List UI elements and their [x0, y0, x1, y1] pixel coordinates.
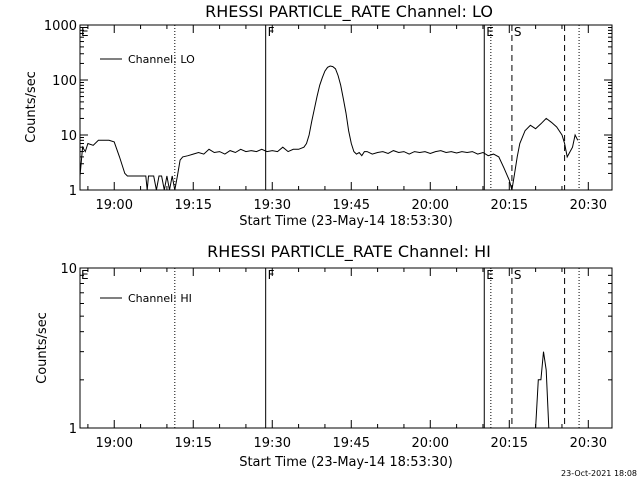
- y-tick-label: 1: [69, 184, 77, 199]
- x-tick-label: 19:15: [175, 198, 212, 213]
- y-tick-label: 1000: [44, 19, 77, 34]
- panel-hi-yaxis: 1 10: [60, 262, 612, 437]
- event-marker-label: E: [81, 25, 89, 39]
- event-marker-label: E: [486, 268, 494, 282]
- panel-hi-title: RHESSI PARTICLE_RATE Channel: HI: [207, 242, 491, 262]
- y-tick-label: 1: [69, 422, 77, 437]
- panel-lo-markers: F E SE: [81, 25, 580, 190]
- panel-lo: RHESSI PARTICLE_RATE Channel: LO 19:00 19…: [24, 2, 613, 229]
- x-tick-label: 19:30: [254, 436, 291, 451]
- panel-hi: RHESSI PARTICLE_RATE Channel: HI 19:00 19…: [35, 242, 613, 470]
- event-marker-label: S: [514, 25, 522, 39]
- panel-hi-markers: F E SE: [81, 268, 580, 428]
- event-marker-label: E: [486, 25, 494, 39]
- panel-hi-plot-frame: [79, 267, 613, 429]
- panel-lo-xaxis: 19:00 19:15 19:30 19:45 20:00 20:15 20:30: [87, 25, 607, 213]
- panel-hi-legend: Channel: HI: [100, 292, 192, 305]
- panel-hi-xlabel: Start Time (23-May-14 18:53:30): [239, 455, 453, 470]
- panel-hi-series: [535, 351, 552, 429]
- panel-lo-legend-label: Channel: LO: [128, 53, 195, 66]
- data-series-line: [79, 65, 579, 191]
- x-tick-label: 20:00: [412, 198, 449, 213]
- event-marker-label: S: [514, 268, 522, 282]
- x-tick-label: 19:30: [254, 198, 291, 213]
- y-tick-label: 10: [60, 129, 77, 144]
- x-tick-label: 19:00: [96, 198, 133, 213]
- date-stamp: 23-Oct-2021 18:08: [561, 469, 637, 478]
- panel-lo-xlabel: Start Time (23-May-14 18:53:30): [239, 214, 453, 229]
- panel-hi-legend-label: Channel: HI: [128, 292, 192, 305]
- x-tick-label: 19:15: [175, 436, 212, 451]
- panel-lo-plot-frame: [79, 24, 613, 191]
- event-marker-label: F: [268, 268, 275, 282]
- panel-hi-ylabel: Counts/sec: [35, 312, 50, 384]
- data-series-line: [535, 351, 552, 429]
- panel-lo-series: [79, 65, 579, 191]
- x-tick-label: 20:15: [491, 436, 528, 451]
- panel-lo-legend: Channel: LO: [100, 53, 195, 66]
- panel-lo-yaxis: 1 10 100 1000: [44, 19, 612, 199]
- x-tick-label: 20:00: [412, 436, 449, 451]
- x-tick-label: 19:45: [333, 198, 370, 213]
- y-tick-label: 100: [52, 74, 77, 89]
- x-tick-label: 19:45: [333, 436, 370, 451]
- panel-lo-title: RHESSI PARTICLE_RATE Channel: LO: [205, 2, 493, 22]
- event-marker-label: E: [81, 268, 89, 282]
- x-tick-label: 19:00: [96, 436, 133, 451]
- x-tick-label: 20:30: [570, 198, 607, 213]
- panel-hi-xaxis: 19:00 19:15 19:30 19:45 20:00 20:15 20:30: [87, 268, 607, 451]
- event-marker-label: F: [268, 25, 275, 39]
- x-tick-label: 20:15: [491, 198, 528, 213]
- x-tick-label: 20:30: [570, 436, 607, 451]
- y-tick-label: 10: [60, 262, 77, 277]
- panel-lo-ylabel: Counts/sec: [24, 71, 39, 143]
